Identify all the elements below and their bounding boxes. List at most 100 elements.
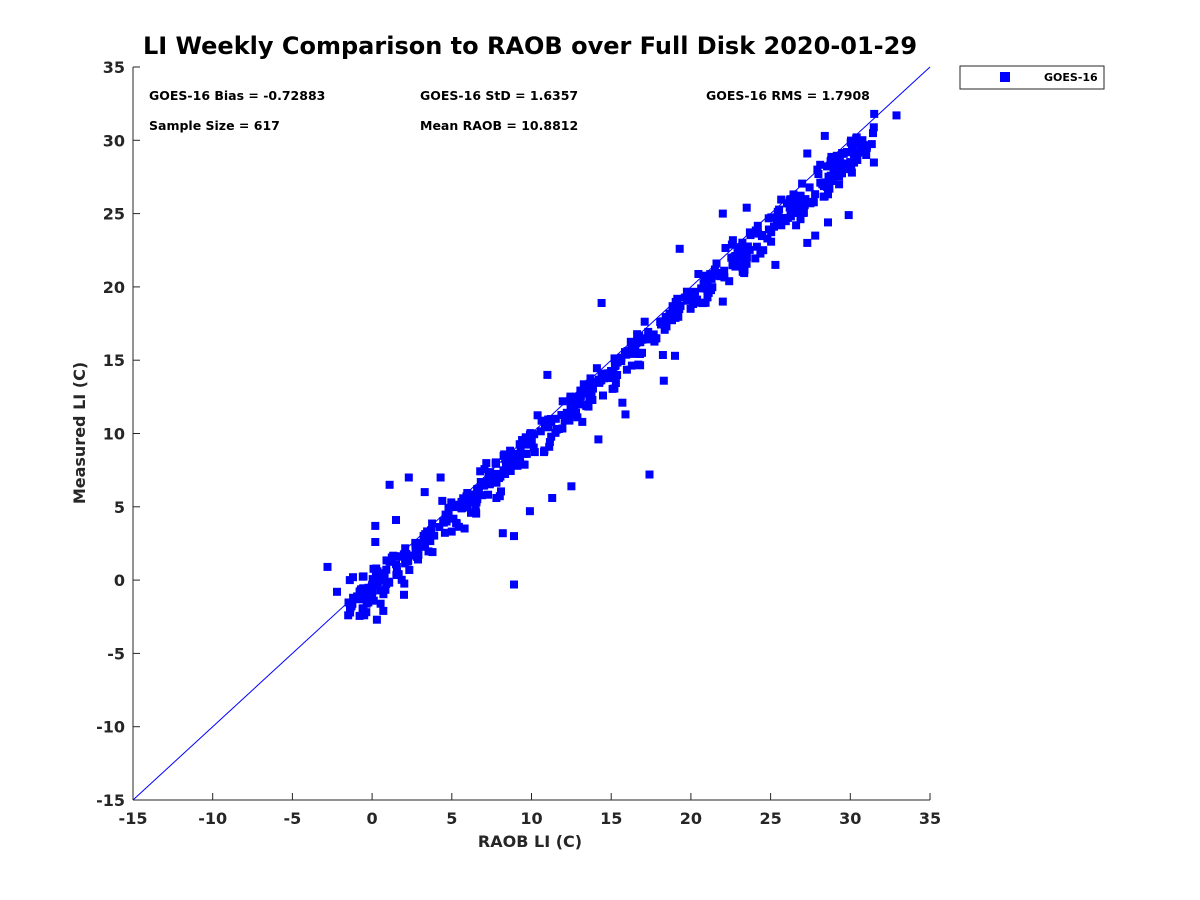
data-point [458, 500, 466, 508]
data-point [580, 400, 589, 409]
data-point [376, 599, 385, 608]
data-point [558, 397, 567, 406]
data-point [796, 191, 805, 200]
data-point [403, 557, 412, 566]
data-point [850, 150, 858, 159]
data-point [457, 504, 466, 513]
data-point [493, 469, 502, 478]
data-point [401, 544, 410, 553]
data-point [463, 503, 472, 512]
data-point [440, 528, 449, 537]
data-point [359, 572, 368, 581]
data-point [834, 170, 843, 179]
data-point [411, 538, 420, 547]
data-point [398, 552, 407, 561]
data-point [827, 152, 836, 161]
data-point [510, 532, 518, 541]
data-point [441, 510, 450, 519]
data-point [428, 519, 437, 528]
data-point [597, 299, 606, 307]
rms-annotation: GOES-16 RMS = 1.7908 [706, 88, 870, 103]
x-tick-label: 5 [446, 809, 457, 828]
data-point [738, 238, 747, 247]
x-tick-label: -15 [119, 809, 148, 828]
data-point [587, 377, 596, 386]
data-point [594, 435, 603, 444]
data-point [799, 208, 808, 217]
data-point [467, 508, 475, 517]
data-point [543, 370, 552, 379]
data-point [658, 317, 667, 326]
x-tick-label: 30 [839, 809, 861, 828]
data-point [540, 446, 549, 455]
data-point [510, 580, 518, 589]
data-point [771, 260, 780, 269]
data-point [671, 297, 680, 306]
data-point [712, 259, 721, 268]
data-point [644, 327, 653, 336]
data-point [346, 602, 354, 611]
data-point [344, 611, 353, 620]
x-axis-ticks: -15 -10 -5 0 5 10 15 20 25 30 35 [119, 793, 941, 828]
data-point [430, 531, 439, 540]
data-point [444, 503, 453, 512]
data-point [373, 567, 382, 576]
data-point [838, 149, 847, 157]
data-point [439, 517, 448, 526]
data-point [830, 163, 839, 172]
data-point [533, 411, 542, 420]
y-tick-label: 10 [103, 425, 125, 444]
data-point [502, 458, 510, 467]
data-point [422, 532, 431, 541]
data-point [718, 297, 727, 306]
data-point [405, 566, 414, 574]
data-point [420, 488, 429, 497]
data-point [703, 286, 712, 295]
data-point [518, 436, 527, 444]
data-point [360, 611, 369, 620]
data-point [754, 229, 763, 238]
data-point [772, 216, 781, 225]
data-point [459, 494, 468, 503]
data-point [486, 474, 495, 483]
data-point [474, 485, 483, 494]
data-point [721, 244, 730, 252]
data-point [675, 305, 684, 313]
data-point [599, 391, 607, 400]
data-point [719, 268, 728, 277]
data-point [816, 160, 825, 169]
data-point [597, 372, 606, 381]
data-point [368, 575, 377, 584]
x-tick-label: 0 [367, 809, 378, 828]
data-point [611, 379, 620, 387]
data-point [447, 498, 456, 507]
data-point [525, 507, 534, 516]
data-point [688, 290, 697, 299]
data-point [806, 199, 815, 208]
data-point [783, 213, 792, 222]
data-point [710, 271, 719, 280]
data-point [627, 361, 636, 370]
data-point [557, 411, 566, 419]
data-point [785, 203, 794, 212]
data-point [551, 414, 560, 423]
data-point [509, 454, 518, 463]
data-point [499, 451, 508, 460]
data-point [852, 140, 860, 148]
data-point [846, 138, 855, 147]
data-point [733, 243, 742, 252]
data-point [694, 270, 703, 278]
data-point [658, 351, 667, 359]
data-point [589, 384, 597, 393]
data-point [376, 586, 385, 595]
data-point [506, 446, 515, 455]
x-tick-label: 20 [680, 809, 702, 828]
data-point [498, 529, 507, 538]
data-point [435, 523, 444, 531]
data-point [530, 448, 539, 457]
y-tick-label: 20 [103, 278, 125, 297]
data-point [867, 140, 876, 149]
data-point [752, 242, 761, 251]
data-point [627, 344, 636, 353]
data-point [703, 293, 712, 302]
